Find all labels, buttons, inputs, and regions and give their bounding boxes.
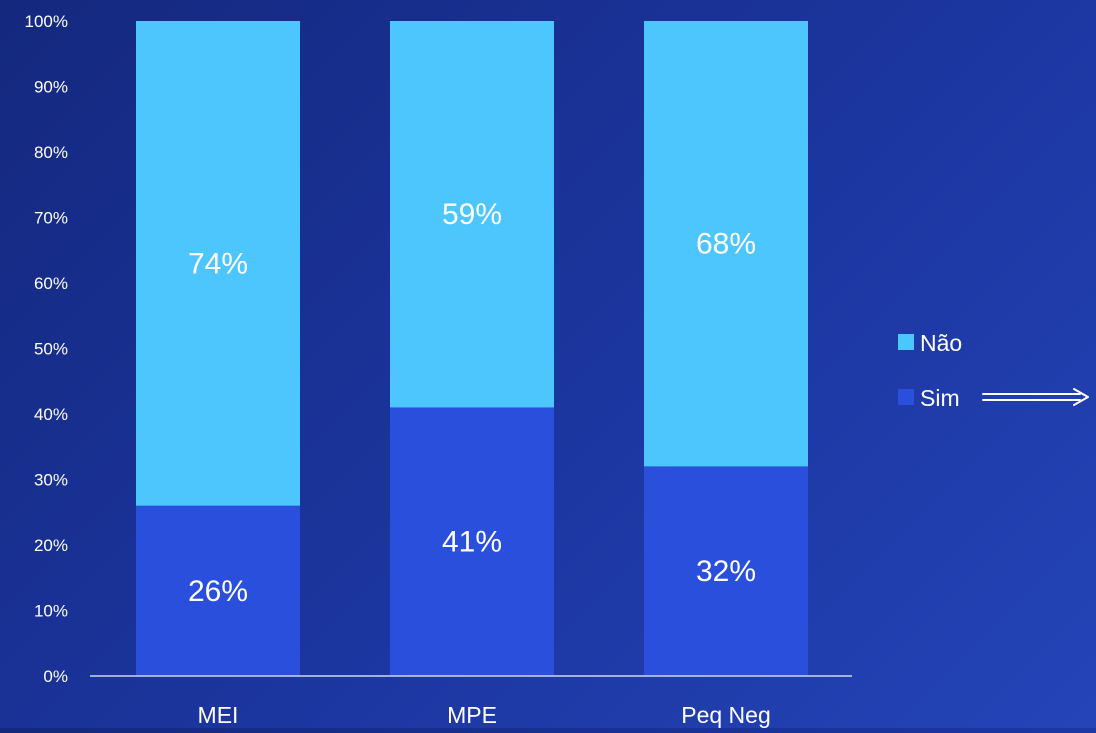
- y-tick-label: 70%: [34, 209, 68, 228]
- data-label: 26%: [188, 575, 248, 608]
- y-tick-label: 90%: [34, 78, 68, 97]
- y-tick-label: 0%: [43, 667, 68, 686]
- bar-segment-nao: [390, 21, 554, 408]
- y-tick-label: 60%: [34, 274, 68, 293]
- y-tick-label: 10%: [34, 602, 68, 621]
- bar-segment-nao: [136, 21, 300, 506]
- y-tick-label: 50%: [34, 340, 68, 359]
- legend-label: Sim: [920, 385, 960, 411]
- arrow-right-icon: [982, 388, 1089, 406]
- legend-swatch: [898, 389, 914, 405]
- legend-swatch: [898, 334, 914, 350]
- bar-segment-sim: [390, 407, 554, 676]
- data-label: 32%: [696, 555, 756, 588]
- x-tick-label: MEI: [198, 702, 239, 728]
- y-tick-label: 30%: [34, 471, 68, 490]
- bar-segment-sim: [644, 466, 808, 676]
- y-tick-label: 20%: [34, 536, 68, 555]
- x-tick-label: MPE: [447, 702, 497, 728]
- data-label: 74%: [188, 247, 248, 280]
- data-label: 41%: [442, 526, 502, 559]
- bar-segment-sim: [136, 505, 300, 676]
- bar-segment-nao: [644, 21, 808, 467]
- y-tick-label: 80%: [34, 143, 68, 162]
- data-label: 59%: [442, 198, 502, 231]
- y-tick-label: 100%: [25, 12, 68, 31]
- legend-label: Não: [920, 330, 962, 356]
- y-tick-label: 40%: [34, 405, 68, 424]
- data-label: 68%: [696, 228, 756, 261]
- x-tick-label: Peq Neg: [681, 702, 771, 728]
